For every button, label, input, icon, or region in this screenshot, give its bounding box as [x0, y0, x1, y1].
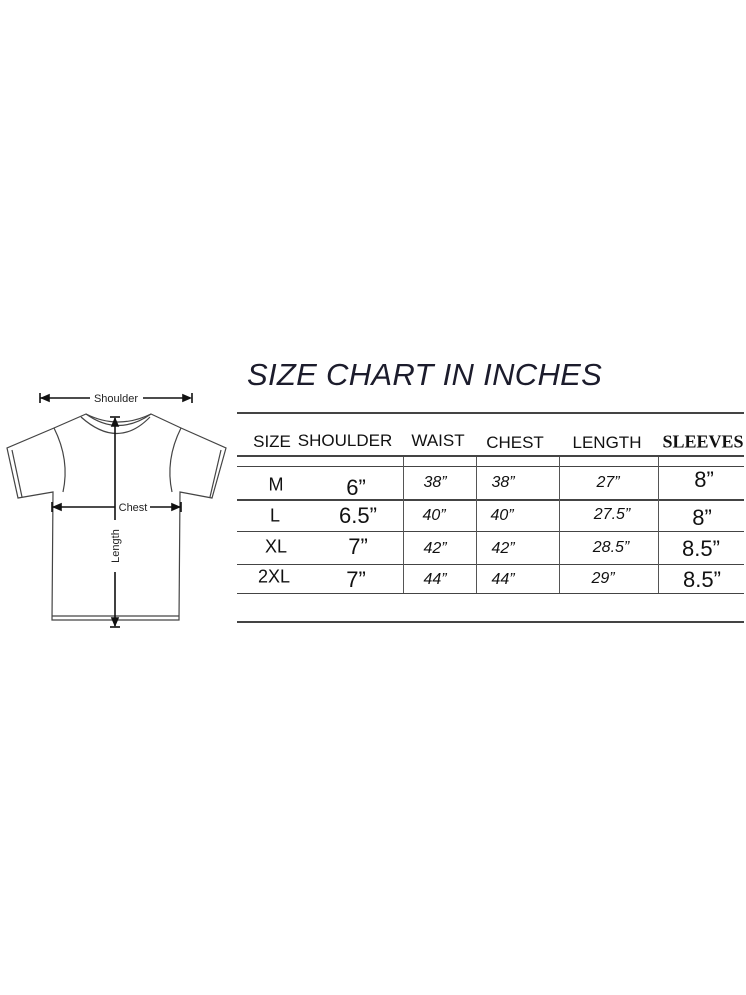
header-length: LENGTH	[572, 433, 642, 452]
table-cell-length: 27.5”	[593, 506, 631, 523]
table-rule	[237, 499, 744, 501]
table-cell-chest: 40”	[490, 507, 514, 524]
table-cell-chest: 44”	[491, 571, 515, 588]
chest-label: Chest	[119, 502, 148, 514]
table-cell-waist: 40”	[422, 507, 446, 524]
table-cell-shoulder: 7”	[346, 567, 366, 592]
header-size: SIZE	[253, 432, 291, 451]
table-cell-size: XL	[264, 536, 288, 557]
table-cell-waist: 38”	[423, 474, 447, 491]
header-chest: CHEST	[486, 433, 544, 452]
table-cell-shoulder: 7”	[348, 534, 368, 559]
table-cell-length: 27”	[596, 474, 620, 491]
table-cell-waist: 42”	[423, 540, 447, 557]
table-cell-size: L	[269, 505, 281, 526]
shoulder-label: Shoulder	[94, 393, 138, 405]
table-rule	[237, 564, 744, 565]
table-cell-sleeves: 8.5”	[683, 567, 721, 592]
table-cell-chest: 42”	[491, 540, 515, 557]
tshirt-outline-icon	[6, 413, 227, 621]
tshirt-diagram: Shoulder Chest Length	[6, 393, 227, 628]
table-cell-length: 28.5”	[592, 539, 630, 556]
table-rule	[237, 412, 744, 414]
table-cell-shoulder: 6”	[346, 475, 366, 500]
table-cell-sleeves: 8”	[692, 505, 712, 530]
table-cell-size: 2XL	[257, 566, 291, 587]
table-rule	[237, 593, 744, 594]
table-cell-size: M	[268, 474, 284, 495]
table-cell-sleeves: 8.5”	[682, 536, 720, 561]
header-shoulder: SHOULDER	[297, 431, 393, 450]
table-rule	[237, 466, 744, 467]
header-sleeves: SLEEVES	[662, 431, 744, 452]
column-divider	[559, 457, 560, 593]
header-waist: WAIST	[411, 431, 465, 450]
page-title: SIZE CHART IN INCHES	[247, 357, 603, 392]
column-divider	[403, 457, 404, 593]
length-label: Length	[110, 529, 122, 563]
table-cell-shoulder: 6.5”	[339, 503, 377, 528]
table-rule	[237, 621, 744, 623]
column-divider	[658, 457, 659, 593]
table-cell-length: 29”	[591, 570, 615, 587]
table-cell-chest: 38”	[491, 474, 515, 491]
table-cell-sleeves: 8”	[694, 467, 714, 492]
table-rule	[237, 531, 744, 532]
table-rule	[237, 455, 744, 457]
column-divider	[476, 457, 477, 593]
table-cell-waist: 44”	[423, 571, 447, 588]
